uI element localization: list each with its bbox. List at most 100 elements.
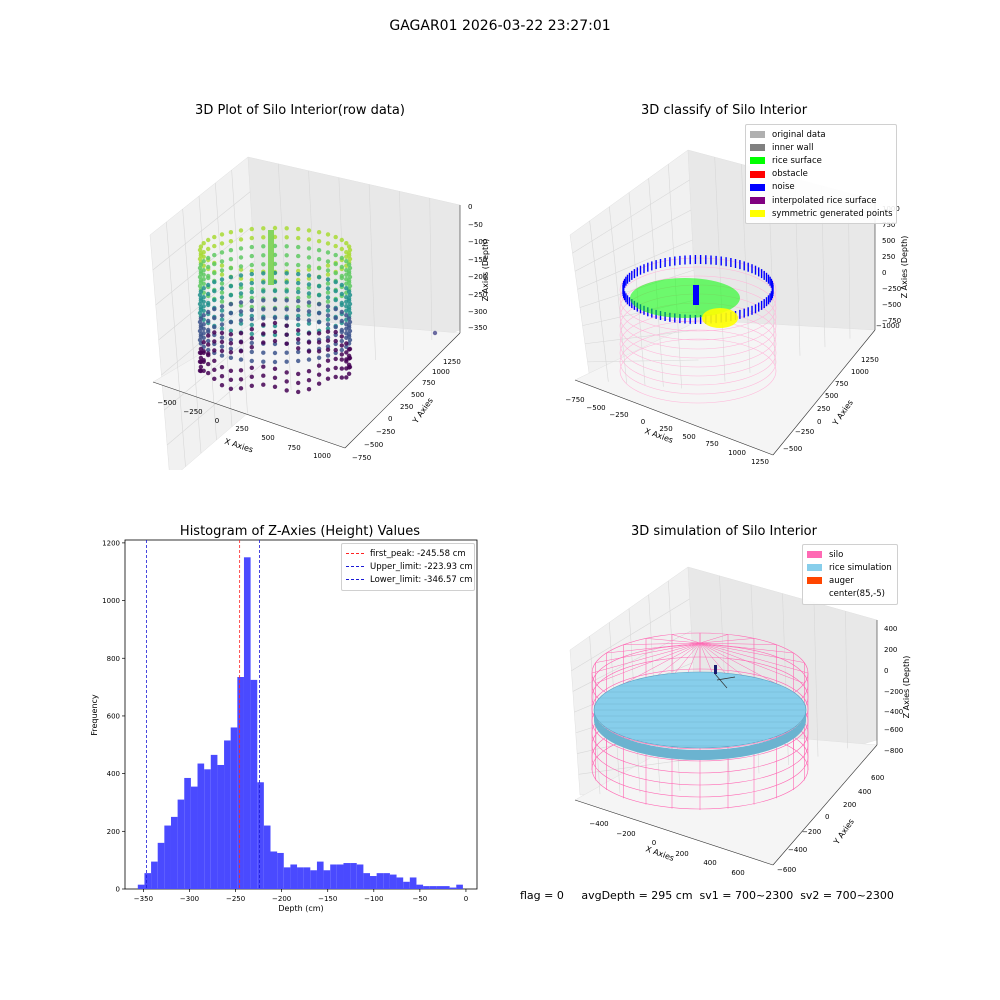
plot4-ytick: −600 (777, 866, 796, 874)
data-point (228, 332, 234, 337)
data-point (344, 341, 349, 346)
plot2-xtick: −500 (586, 404, 605, 412)
data-point (339, 334, 344, 339)
plot1-ylabel: Y Axies (410, 396, 435, 426)
data-point (346, 280, 352, 285)
grid-line (166, 221, 186, 467)
data-point (249, 226, 254, 232)
data-point (284, 280, 289, 285)
data-point (344, 304, 349, 309)
data-point (284, 316, 289, 321)
data-point (284, 359, 289, 364)
plot1-title: 3D Plot of Silo Interior(row data) (195, 103, 405, 118)
data-point (306, 273, 312, 278)
plot4-legend-item: center(85,-5) (807, 588, 893, 601)
figure-title: GAGAR01 2026-03-22 23:27:01 (389, 18, 611, 34)
plot2-ytick: 750 (835, 380, 848, 388)
histogram-xtick-label: −200 (272, 895, 291, 903)
plot1-ztick: −150 (468, 256, 487, 264)
obstacle-cluster (693, 285, 699, 305)
data-point (212, 297, 217, 303)
data-point (238, 309, 244, 314)
data-point (339, 338, 344, 344)
data-point (316, 372, 322, 377)
data-point (296, 226, 301, 232)
data-point (272, 329, 278, 335)
data-point (306, 369, 312, 374)
data-point (212, 358, 217, 363)
data-point (206, 237, 211, 243)
data-point (325, 281, 331, 286)
histogram-bar (389, 874, 397, 889)
legend-swatch (750, 157, 765, 165)
silo-ring (591, 668, 809, 750)
data-point (219, 353, 225, 358)
histogram-bar (350, 863, 357, 889)
data-point (206, 291, 211, 297)
plot1-xlabel: X Axies (223, 437, 254, 455)
data-point (344, 295, 349, 300)
data-point (339, 366, 344, 371)
rice-surface-side (594, 710, 806, 760)
data-point (272, 306, 278, 312)
data-point (197, 265, 203, 271)
legend-swatch (346, 553, 364, 555)
histogram-bar (204, 769, 211, 889)
data-point (284, 289, 289, 294)
data-point (249, 340, 254, 346)
data-point (333, 338, 338, 344)
plot2-ztick: 750 (882, 221, 895, 229)
data-point (325, 358, 331, 363)
plot2-ytick: 1250 (861, 356, 879, 364)
plot1-xtick: 750 (287, 444, 300, 452)
data-point (261, 280, 266, 285)
data-point (306, 321, 312, 326)
data-point (316, 284, 322, 289)
data-point (316, 349, 322, 354)
data-point (197, 350, 203, 355)
data-point (296, 328, 301, 333)
histogram-ytick-label: 1000 (102, 597, 120, 605)
data-point (296, 244, 301, 250)
data-point (346, 289, 352, 294)
data-point (198, 334, 204, 339)
histogram-bar (170, 816, 178, 889)
data-point (261, 253, 266, 258)
data-point (272, 350, 278, 356)
data-point (206, 318, 211, 324)
silo-roof-wire (671, 634, 701, 644)
histogram-bar (230, 727, 238, 889)
data-point (284, 350, 289, 355)
plot4-z-ticks: 400 200 0 −200 −400 −600 −800 (884, 625, 903, 755)
grid-line (308, 170, 320, 381)
histogram-bar (436, 886, 443, 889)
data-point (306, 255, 312, 260)
silo-roof-wire (699, 642, 805, 663)
plot2-ytick: −500 (783, 445, 802, 453)
data-point (325, 272, 331, 277)
data-point (228, 266, 234, 271)
plot2-ztick: 250 (882, 253, 895, 261)
data-point (316, 248, 322, 253)
data-point (344, 259, 349, 264)
histogram-bar (449, 887, 457, 889)
plot2-classify-3d: −750 −500 −250 0 250 500 750 1000 1250 X… (565, 149, 909, 466)
data-point (272, 375, 278, 380)
data-point (238, 331, 244, 336)
plot1-ytick: −250 (376, 428, 395, 436)
data-point (344, 313, 349, 318)
data-point (272, 315, 278, 321)
histogram-legend: first_peak: -245.58 cm Upper_limit: -223… (341, 543, 475, 591)
data-point (333, 270, 338, 276)
histogram-xlabel: Depth (cm) (278, 904, 323, 913)
data-point (206, 327, 211, 333)
grid-line (574, 209, 692, 272)
data-point (219, 313, 225, 318)
data-point (219, 286, 225, 291)
plot1-xtick: 0 (215, 417, 219, 425)
data-point (339, 291, 344, 297)
data-point (296, 337, 301, 342)
data-point (198, 244, 204, 249)
data-point (325, 290, 331, 295)
data-point (347, 337, 353, 343)
